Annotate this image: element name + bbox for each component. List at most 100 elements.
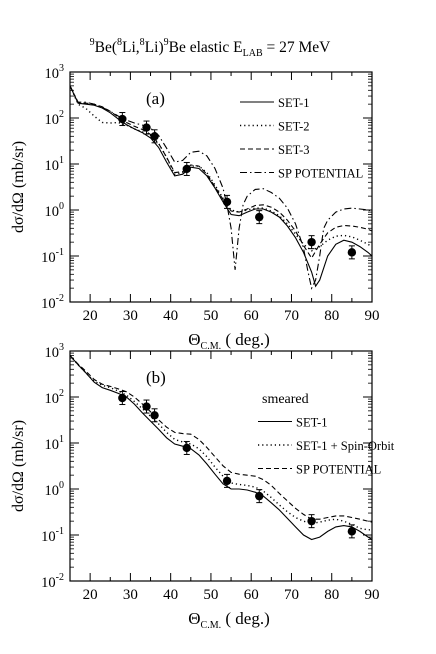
x-tick-label: 20: [83, 308, 98, 324]
x-tick-label: 70: [284, 587, 299, 603]
x-tick-label: 40: [163, 587, 178, 603]
y-tick-label: 102: [45, 109, 65, 128]
x-axis-label-symbol: Θ: [188, 330, 200, 349]
series-line-0: [70, 85, 372, 288]
y-tick-label: 101: [45, 155, 65, 174]
y-tick-base: 10: [45, 345, 60, 361]
x-tick-label: 30: [123, 308, 138, 324]
title-mass-2: 8: [117, 37, 122, 48]
legend-label: SET-1: [278, 96, 310, 110]
data-point: [307, 237, 316, 247]
x-tick-label: 90: [365, 308, 380, 324]
x-axis-label-symbol: Θ: [188, 609, 200, 628]
y-tick-exponent: -1: [56, 247, 64, 258]
title-part-4: Be elastic E: [169, 39, 243, 56]
y-tick-base: 10: [41, 575, 56, 591]
y-tick-base: 10: [45, 391, 60, 407]
x-axis-label: ΘC.M. ( deg.): [188, 609, 269, 631]
title-part-5: = 27 MeV: [263, 39, 332, 56]
y-tick-exponent: -1: [56, 526, 64, 537]
x-axis-label-subscript: C.M.: [201, 620, 222, 631]
data-point: [150, 132, 159, 141]
y-tick-label: 101: [45, 434, 65, 453]
title-part-2: Li,: [122, 39, 140, 56]
data-point: [255, 212, 264, 222]
panel-label: (a): [146, 89, 165, 108]
data-point: [118, 114, 127, 124]
plot-frame: [69, 350, 373, 582]
series-line-1: [70, 85, 372, 252]
y-axis-label: dσ/dΩ (mb/sr): [10, 420, 27, 512]
y-tick-base: 10: [45, 66, 60, 82]
x-axis-label-unit: ( deg.): [221, 330, 270, 349]
y-tick-base: 10: [45, 112, 60, 128]
legend-label: SP POTENTIAL: [278, 167, 363, 181]
data-point: [142, 123, 151, 132]
y-tick-label: 103: [45, 342, 65, 361]
series-line-1: [70, 355, 372, 531]
x-axis-label-unit: ( deg.): [221, 609, 270, 628]
plot-frame: [69, 71, 373, 303]
legend-label: SET-1 + Spin-Orbit: [296, 439, 395, 453]
x-tick-label: 20: [83, 587, 98, 603]
legend-label: SET-1: [296, 416, 328, 430]
data-point: [150, 411, 159, 420]
x-tick-label: 50: [203, 587, 218, 603]
y-tick-label: 10-2: [41, 293, 64, 312]
y-tick-exponent: 3: [59, 342, 64, 353]
y-tick-label: 10-1: [41, 247, 64, 266]
x-tick-label: 70: [284, 308, 299, 324]
y-tick-base: 10: [45, 204, 60, 220]
legend-label: SP POTENTIAL: [296, 463, 381, 477]
legend-header: smeared: [262, 392, 309, 407]
title-mass-4: 9: [164, 37, 169, 48]
x-tick-label: 80: [324, 308, 339, 324]
data-point: [347, 527, 357, 536]
data-point: [347, 248, 357, 257]
y-tick-exponent: -2: [56, 572, 64, 583]
x-axis-label: ΘC.M. ( deg.): [188, 330, 269, 352]
y-tick-label: 103: [45, 63, 65, 82]
panel-label: (b): [146, 368, 166, 387]
title-part-1: Be(: [95, 39, 117, 56]
x-tick-label: 50: [203, 308, 218, 324]
x-tick-label: 30: [123, 587, 138, 603]
data-point: [222, 197, 232, 207]
x-tick-label: 60: [244, 308, 259, 324]
data-point: [182, 443, 191, 453]
title-subscript: LAB: [243, 48, 263, 59]
data-point: [307, 516, 316, 526]
x-tick-label: 40: [163, 308, 178, 324]
y-tick-base: 10: [45, 158, 60, 174]
y-tick-base: 10: [45, 483, 60, 499]
y-tick-exponent: 3: [59, 63, 64, 74]
y-tick-label: 102: [45, 388, 65, 407]
x-tick-label: 60: [244, 587, 259, 603]
series-line-2: [70, 355, 372, 523]
y-tick-exponent: 0: [59, 201, 64, 212]
chart-title: 9Be(8Li,8Li)9Be elastic ELAB = 27 MeV: [90, 37, 332, 59]
panel-b: 20 30 40 50 60 70 80 9010310210110010-110-2dσ/d…: [10, 342, 395, 631]
y-axis-label: dσ/dΩ (mb/sr): [10, 141, 27, 233]
title-mass-1: 9: [90, 37, 95, 48]
panel-a: 20 30 40 50 60 70 80 9010310210110010-110-2dσ/d…: [10, 63, 380, 352]
y-tick-label: 100: [45, 480, 65, 499]
data-point: [142, 402, 151, 411]
y-tick-exponent: 2: [59, 388, 64, 399]
y-tick-label: 10-2: [41, 572, 64, 591]
data-point: [118, 393, 127, 403]
curves: [70, 85, 372, 290]
title-mass-3: 8: [140, 37, 145, 48]
x-axis-label-subscript: C.M.: [201, 341, 222, 352]
title-part-3: Li): [145, 39, 164, 56]
y-tick-base: 10: [41, 250, 56, 266]
y-tick-label: 100: [45, 201, 65, 220]
x-tick-label: 90: [365, 587, 380, 603]
data-point: [182, 164, 191, 174]
y-tick-exponent: 1: [59, 155, 64, 166]
y-tick-base: 10: [45, 437, 60, 453]
x-tick-label: 80: [324, 587, 339, 603]
y-tick-exponent: 1: [59, 434, 64, 445]
y-tick-exponent: 0: [59, 480, 64, 491]
